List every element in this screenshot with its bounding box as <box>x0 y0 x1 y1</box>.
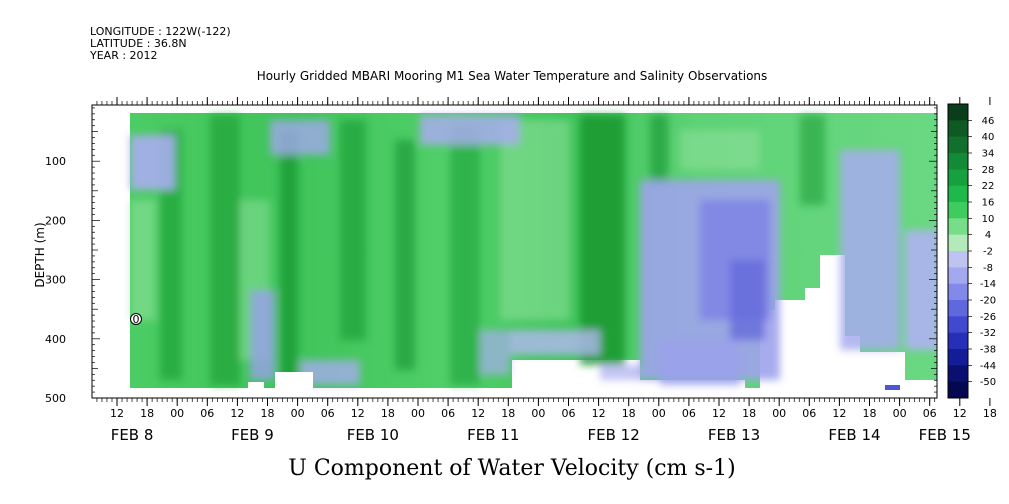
colorbar-swatch <box>948 218 968 236</box>
y-tick-label: 100 <box>45 155 66 168</box>
x-hour-tick-label: 00 <box>893 407 907 420</box>
x-date-label: FEB 8 <box>111 426 154 444</box>
colorbar-level-label: 40 <box>982 132 995 143</box>
y-tick-label: 400 <box>45 333 66 346</box>
x-hour-tick-label: 06 <box>682 407 696 420</box>
colorbar-level-label: -50 <box>980 377 996 388</box>
x-date-label: FEB 15 <box>919 426 971 444</box>
colorbar-swatch <box>948 153 968 170</box>
x-hour-tick-label: 12 <box>832 407 846 420</box>
colorbar-swatch <box>948 185 968 203</box>
colorbar-swatch <box>948 104 968 121</box>
colorbar-swatch <box>948 332 968 350</box>
x-hour-tick-label: 18 <box>381 407 395 420</box>
colorbar-level-label: -38 <box>980 345 996 356</box>
year-label: YEAR : 2012 <box>89 49 158 62</box>
colorbar-swatch <box>948 381 968 399</box>
contour-marker <box>130 313 142 325</box>
variable-title: U Component of Water Velocity (cm s-1) <box>288 456 735 481</box>
x-date-labels: FEB 8 FEB 9 FEB 10 FEB 11 FEB 12 FEB 13 FEB 14… <box>111 426 971 444</box>
chart-title: Hourly Gridded MBARI Mooring M1 Sea Wate… <box>257 69 768 83</box>
x-hour-tick-label: 00 <box>411 407 425 420</box>
colorbar-swatch <box>948 300 968 317</box>
colorbar-swatch <box>948 202 968 219</box>
colorbar-level-label: -20 <box>980 296 996 307</box>
x-date-label: FEB 13 <box>708 426 760 444</box>
colorbar-swatch <box>948 349 968 366</box>
x-hour-tick-label: 06 <box>441 407 455 420</box>
x-hour-tick-label: 00 <box>772 407 786 420</box>
colorbar-level-label: -26 <box>980 312 996 323</box>
y-axis-label: DEPTH (m) <box>33 222 47 287</box>
x-hour-tick-label: 06 <box>562 407 576 420</box>
colorbar-level-label: -32 <box>980 328 996 339</box>
colorbar-swatch <box>948 136 968 154</box>
colorbar-swatch <box>948 251 968 268</box>
colorbar-level-label: -44 <box>980 361 996 372</box>
x-hour-tick-label: 18 <box>622 407 636 420</box>
colorbar-level-label: 28 <box>982 165 995 176</box>
colorbar-swatch <box>948 169 968 187</box>
x-date-label: FEB 9 <box>231 426 274 444</box>
x-hour-tick-label: 00 <box>531 407 545 420</box>
x-hour-tick-label: 12 <box>230 407 244 420</box>
x-hour-tick-label: 12 <box>110 407 124 420</box>
colorbar-level-label: -2 <box>983 247 993 258</box>
x-hour-tick-label: 00 <box>291 407 305 420</box>
x-hour-tick-label: 18 <box>863 407 877 420</box>
x-hour-tick-label: 00 <box>170 407 184 420</box>
x-date-label: FEB 10 <box>347 426 399 444</box>
x-date-label: FEB 11 <box>467 426 519 444</box>
y-tick-label: 200 <box>45 214 66 227</box>
colorbar-level-label: -14 <box>980 279 996 290</box>
x-minor-ticks <box>96 97 991 406</box>
colorbar-level-label: 16 <box>982 198 995 209</box>
x-hour-tick-label: 18 <box>261 407 275 420</box>
longitude-label: LONGITUDE : 122W(-122) <box>90 25 231 38</box>
x-hour-tick-label: 12 <box>351 407 365 420</box>
colorbar-level-label: 46 <box>982 116 995 127</box>
colorbar-level-label: -8 <box>983 263 993 274</box>
x-hour-tick-label: 18 <box>501 407 515 420</box>
colorbar-level-label: 10 <box>982 214 995 225</box>
x-date-label: FEB 12 <box>588 426 640 444</box>
contour-label: 0 <box>133 313 140 326</box>
x-hour-tick-label: 12 <box>592 407 606 420</box>
x-hour-tick-label: 12 <box>471 407 485 420</box>
colorbar-swatch <box>948 365 968 383</box>
x-hour-tick-label: 00 <box>652 407 666 420</box>
x-date-label: FEB 14 <box>828 426 880 444</box>
x-hour-tick-label: 06 <box>321 407 335 420</box>
x-hour-tick-label: 06 <box>923 407 937 420</box>
colorbar-level-label: 34 <box>982 149 995 160</box>
y-tick-label: 300 <box>45 274 66 287</box>
colorbar-level-label: 4 <box>985 230 991 241</box>
heatmap-field <box>130 113 937 392</box>
x-hour-tick-label: 12 <box>712 407 726 420</box>
x-hour-tick-label: 18 <box>983 407 997 420</box>
colorbar-level-label: 22 <box>982 181 995 192</box>
y-tick-label: 500 <box>45 392 66 405</box>
colorbar: 46 40 34 28 22 16 10 4 -2 -8 -14 -20 -26 -32 -38 -44 -50 <box>947 103 996 399</box>
latitude-label: LATITUDE : 36.8N <box>90 37 187 50</box>
y-ticks: 100 200 300 400 500 <box>45 107 937 405</box>
x-hour-tick-label: 06 <box>802 407 816 420</box>
colorbar-swatch <box>948 234 968 252</box>
colorbar-swatch <box>948 283 968 301</box>
x-hour-tick-label: 06 <box>200 407 214 420</box>
colorbar-swatch <box>948 120 968 138</box>
x-hour-tick-label: 18 <box>742 407 756 420</box>
x-hour-tick-label: 12 <box>953 407 967 420</box>
x-hour-labels: 12 18 00 06 12 18 00 06 12 18 00 06 12 18 00 06 12 18 00 06… <box>110 407 997 420</box>
colorbar-swatch <box>948 267 968 285</box>
plot-frame <box>91 104 938 399</box>
x-hour-tick-label: 18 <box>140 407 154 420</box>
colorbar-swatch <box>948 316 968 334</box>
